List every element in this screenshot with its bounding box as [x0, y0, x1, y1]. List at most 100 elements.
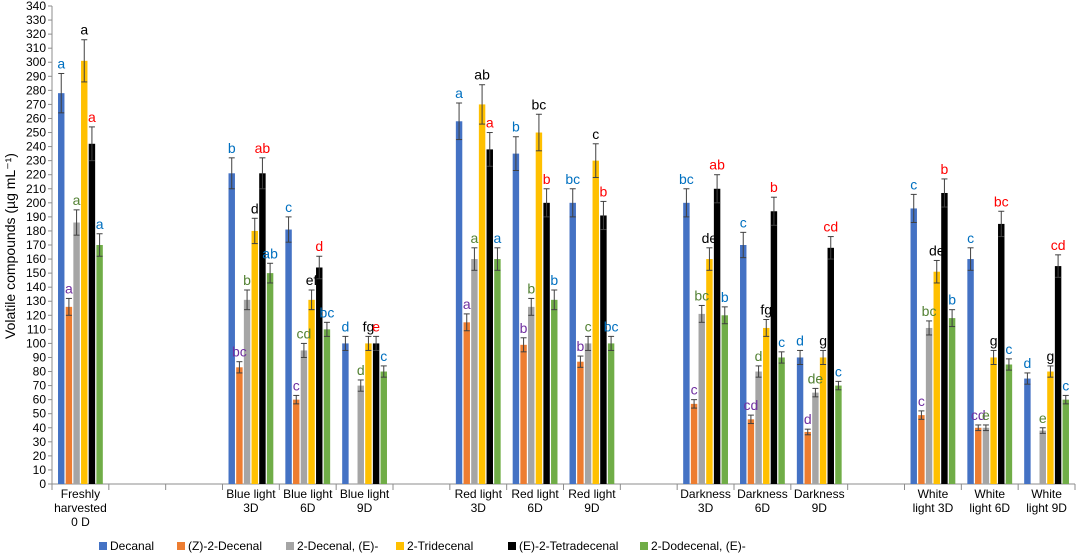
significance-letter: c: [1005, 341, 1012, 357]
significance-letter: b: [600, 183, 608, 199]
x-category-label: Blue light 3D: [226, 487, 276, 515]
y-tick-label: 60: [33, 393, 47, 407]
bar-5-10: [948, 318, 956, 484]
significance-letter: a: [80, 22, 88, 38]
bar-0-3: [342, 343, 349, 484]
y-tick-label: 100: [26, 336, 46, 350]
bar-3-6: [592, 160, 599, 484]
legend: Decanal (Z)-2-Decenal 2-Decenal, (E)- 2-Tri…: [99, 539, 746, 553]
bar-2-3: [357, 385, 364, 484]
y-tick-label: 150: [26, 266, 46, 280]
bar-1-8: [747, 419, 755, 484]
y-tick-label: 160: [26, 252, 46, 266]
significance-letter: bc: [922, 303, 937, 319]
y-tick-label: 290: [26, 69, 46, 83]
significance-letter: d: [251, 200, 259, 216]
significance-letter: bc: [232, 344, 247, 360]
legend-swatch: [640, 542, 648, 550]
significance-letter: b: [527, 280, 535, 296]
bar-0-1: [228, 173, 235, 485]
significance-letter: d: [755, 348, 763, 364]
legend-label: Decanal: [110, 539, 154, 553]
y-tick-label: 110: [27, 322, 46, 336]
significance-letter: fg: [760, 302, 772, 318]
x-category-label: Red light 6D: [511, 487, 559, 515]
bar-1-11: [975, 427, 982, 484]
bar-1-10: [918, 415, 925, 484]
significance-letter: c: [778, 334, 785, 350]
significance-letter: b: [721, 289, 729, 305]
y-tick-label: 0: [39, 477, 46, 491]
bar-3-9: [819, 357, 827, 484]
significance-letter: ab: [474, 67, 490, 83]
bar-1-7: [690, 403, 698, 484]
significance-letter: de: [702, 230, 718, 246]
bar-2-7: [698, 313, 705, 484]
significance-letter: b: [941, 161, 949, 177]
significance-letter: g: [990, 332, 998, 348]
significance-letter: d: [357, 362, 365, 378]
significance-letter: a: [486, 115, 494, 131]
legend-swatch: [99, 542, 107, 550]
bar-4-7: [713, 188, 721, 484]
bar-0-12: [1024, 378, 1031, 484]
y-tick-label: 310: [26, 41, 46, 55]
significance-letter: ef: [306, 272, 318, 288]
y-tick-label: 90: [33, 350, 47, 364]
significance-letter: cd: [744, 397, 759, 413]
significance-letter: c: [285, 199, 292, 215]
y-tick-label: 260: [26, 111, 46, 125]
bar-3-12: [1047, 371, 1054, 484]
significance-letter: cd: [297, 325, 312, 341]
significance-letter: ab: [709, 157, 725, 173]
significance-letter: c: [293, 377, 300, 393]
y-tick-label: 230: [26, 154, 46, 168]
y-tick-label: 270: [26, 97, 46, 111]
y-tick-label: 240: [26, 140, 46, 154]
bar-4-8: [770, 211, 778, 484]
bar-5-7: [721, 315, 728, 484]
bar-0-7: [683, 202, 690, 484]
x-category-label: Red light 3D: [455, 487, 503, 515]
x-category-label: Freshly harvested 0 D: [54, 487, 107, 529]
y-tick-label: 30: [33, 435, 47, 449]
y-tick-label: 40: [33, 421, 47, 435]
bar-0-8: [740, 245, 747, 484]
significance-letter: b: [770, 179, 778, 195]
bar-0-5: [512, 153, 520, 484]
significance-letter: c: [835, 363, 842, 379]
bar-1-5: [520, 344, 527, 484]
x-category-label: Blue light 9D: [340, 487, 390, 515]
bar-3-11: [990, 357, 997, 484]
bar-0-9: [796, 357, 804, 484]
bar-1-6: [577, 361, 584, 484]
x-category-label: Red light 9D: [568, 487, 616, 515]
significance-letter: bc: [565, 171, 580, 187]
significance-letter: c: [910, 176, 917, 192]
legend-swatch: [508, 542, 516, 550]
significance-letter: a: [494, 230, 502, 246]
bar-1-9: [804, 431, 811, 484]
bar-3-3: [365, 343, 372, 484]
significance-letter: bc: [532, 96, 547, 112]
bar-4-4: [486, 149, 493, 484]
bar-3-7: [706, 259, 713, 484]
bar-5-3: [380, 371, 387, 484]
significance-letter: bc: [994, 193, 1009, 209]
bar-2-2: [300, 350, 308, 484]
significance-letter: d: [315, 238, 323, 254]
legend-label: 2-Decenal, (E)-: [297, 539, 378, 553]
legend-swatch: [177, 542, 185, 550]
y-tick-label: 120: [26, 308, 46, 322]
bar-2-10: [925, 327, 933, 484]
significance-letter: c: [740, 214, 747, 230]
significance-letter: e: [982, 407, 990, 423]
significance-letter: ab: [262, 245, 278, 261]
y-tick-label: 220: [26, 168, 46, 182]
significance-letter: cd: [823, 219, 838, 235]
significance-letter: d: [342, 318, 350, 334]
significance-letter: a: [96, 216, 104, 232]
y-tick-label: 140: [26, 280, 46, 294]
y-tick-label: 180: [26, 224, 46, 238]
